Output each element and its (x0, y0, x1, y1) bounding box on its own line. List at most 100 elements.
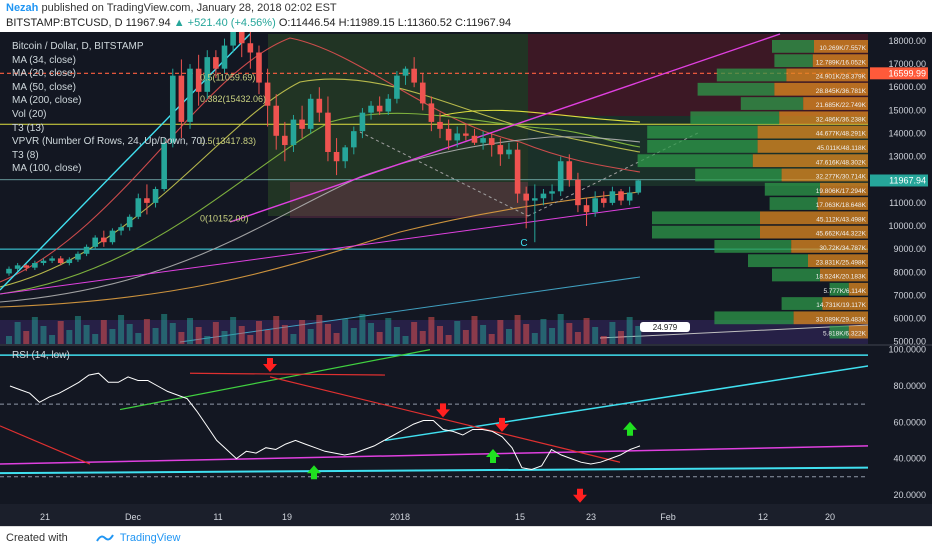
candle-body (23, 265, 30, 268)
rsi-support-line (0, 466, 869, 475)
volume-bar (92, 334, 99, 344)
vpvr-bar-down (760, 225, 868, 239)
vpvr-bar-down (820, 182, 868, 196)
candle-body (238, 32, 245, 44)
legend-item[interactable]: Bitcoin / Dollar, D, BITSTAMP (12, 41, 144, 52)
rsi-tick-label: 20.0000 (893, 490, 926, 500)
volume-bar (204, 336, 211, 344)
volume-bar (57, 321, 64, 344)
volume-bar (428, 317, 435, 344)
candle-body (144, 198, 150, 203)
volume-bar (549, 328, 556, 344)
vpvr-label: 47.616K/48.302K (816, 159, 867, 166)
candle-body (126, 216, 133, 228)
legend-item[interactable]: T3 (8) (12, 149, 39, 161)
legend-item[interactable]: MA (34, close) (12, 54, 76, 66)
vpvr-label: 19.806K/17.294K (816, 188, 867, 195)
candle-body (273, 105, 280, 136)
candle-body (342, 147, 348, 162)
candle-body (471, 135, 478, 143)
volume-bar (454, 321, 461, 344)
volume-bar (187, 318, 194, 344)
indicator-legend: Bitcoin / Dollar, D, BITSTAMP MA (34, cl… (12, 40, 242, 180)
legend-item[interactable]: T3 (13) (12, 122, 45, 134)
candle-body (83, 246, 90, 254)
candle-body (419, 82, 426, 104)
volume-bar (635, 326, 642, 344)
time-tick-label: 15 (515, 512, 525, 522)
price-chart-canvas[interactable]: 10.269K/7.557K 12.789K/16.052K 24.901K/28.… (0, 32, 932, 526)
candle-body (161, 142, 167, 189)
tradingview-link[interactable]: TradingView (96, 532, 180, 544)
time-tick-label: 2018 (390, 512, 410, 522)
candle-body (204, 57, 211, 92)
volume-bar (221, 331, 228, 344)
legend-item[interactable]: MA (20, close) (12, 68, 76, 80)
volume-bar (31, 317, 38, 344)
vpvr-label: 10.269K/7.557K (819, 45, 866, 52)
time-tick-label: 11 (213, 512, 222, 522)
publish-line: Nezah published on TradingView.com, Janu… (6, 2, 337, 14)
vpvr-bar-up (714, 240, 792, 253)
volume-bar (74, 316, 81, 344)
legend-item[interactable]: MA (100, close) (12, 163, 82, 175)
volume-bar (600, 336, 607, 344)
volume-bar (359, 314, 366, 344)
vpvr-bar-up (829, 282, 849, 296)
volume-bar (290, 334, 297, 344)
fib-level-label: 0.5(11059.69) (200, 72, 255, 82)
candle-body (514, 149, 521, 194)
price-tick-label: 11000.00 (889, 198, 926, 208)
author-name[interactable]: Nezah (6, 2, 39, 14)
legend-item[interactable]: MA (50, close) (12, 81, 76, 93)
volume-bar (350, 328, 357, 344)
rsi-rising-trendline (384, 363, 881, 442)
rsi-line (9, 372, 641, 471)
low-value: L:11360.52 (397, 17, 452, 29)
price-tick-label: 18000.00 (888, 36, 926, 46)
vpvr-bar-up (714, 311, 794, 325)
volume-bar (264, 330, 271, 344)
vpvr-label: 17.063K/18.648K (816, 202, 867, 209)
legend-item[interactable]: MA (200, close) (12, 95, 82, 107)
price-tick-label: 10000.00 (888, 221, 926, 231)
candle-body (169, 75, 176, 143)
vpvr-bar-down (848, 325, 868, 339)
volume-bar (299, 320, 306, 344)
open-value: O:11446.54 (278, 17, 336, 29)
volume-bar (376, 332, 383, 344)
rsi-legend[interactable]: RSI (14, low) (12, 350, 70, 361)
volume-bar (135, 333, 142, 344)
diagonal-dashed-line (527, 131, 701, 217)
candle-body (566, 161, 573, 180)
volume-bar (419, 331, 426, 344)
legend-item[interactable]: VPVR (Number Of Rows, 24, Up/Down, 70) (12, 136, 206, 148)
candle-body (316, 98, 323, 113)
candle-body (488, 138, 495, 146)
vpvr-bar-down (822, 297, 868, 310)
volume-bar (402, 336, 409, 344)
green-up-arrow-icon (307, 465, 321, 480)
candles (6, 32, 642, 276)
time-tick-label: 21 (40, 512, 50, 522)
vpvr-bar-up (772, 40, 814, 53)
rsi-red-trendline (0, 425, 91, 465)
rsi-pane: 20.0000 40.0000 60.0000 80.0000 100.0000 (0, 345, 932, 504)
candle-body (506, 149, 512, 155)
red-down-arrow-icon (263, 357, 277, 372)
candle-body (626, 192, 633, 201)
volume-bar (531, 333, 538, 344)
volume-bar (152, 328, 159, 344)
candle-body (540, 193, 547, 199)
close-value: C:11967.94 (455, 17, 512, 29)
price-tick-label: 6000.00 (893, 314, 926, 324)
volume-bar (6, 336, 12, 344)
volume-bar (557, 314, 564, 344)
fib-level-label: 0.5(13417.83) (200, 136, 256, 146)
trend-line-magenta (0, 206, 641, 295)
candle-body (32, 263, 38, 268)
volume-bar (273, 316, 280, 344)
brand-label: TradingView (119, 532, 181, 544)
legend-item[interactable]: Vol (20) (12, 108, 47, 120)
vpvr-bar-down (791, 240, 868, 253)
